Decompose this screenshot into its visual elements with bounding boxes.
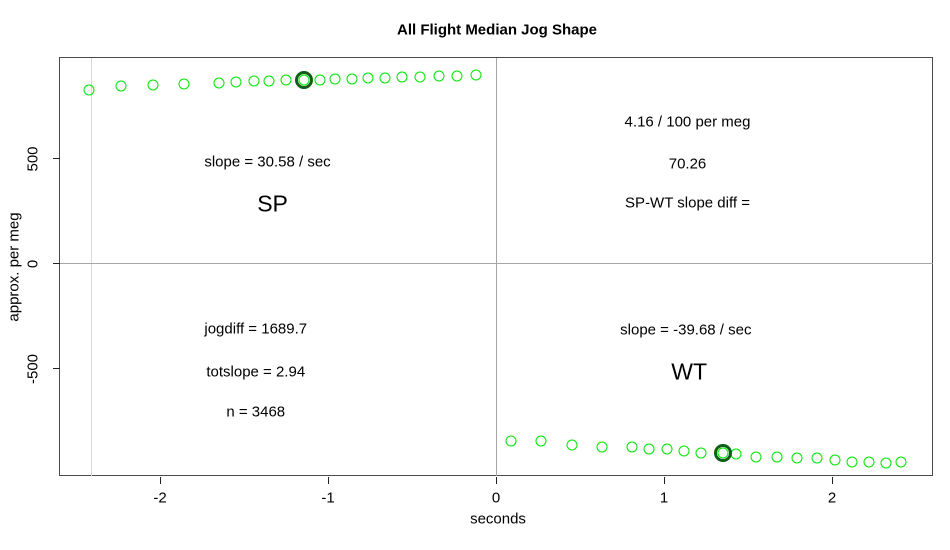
annotation-jogdiff: jogdiff = 1689.7 (204, 320, 308, 338)
data-point-sp (470, 69, 482, 81)
annotation-wt-label: WT (671, 358, 708, 385)
x-axis-tick (327, 477, 329, 484)
data-point-wt (566, 439, 578, 451)
x-axis-label: seconds (470, 510, 526, 528)
reference-line-vertical (90, 58, 92, 476)
annotation-n-count: n = 3468 (226, 403, 286, 421)
data-point-sp (178, 78, 190, 90)
x-axis-tick-label: 2 (827, 489, 837, 507)
data-point-wt (535, 435, 547, 447)
highlight-ring-wt (713, 444, 732, 463)
data-point-sp (115, 80, 127, 92)
data-point-sp (329, 73, 341, 85)
data-point-sp (147, 79, 159, 91)
annotation-sp-slope: slope = 30.58 / sec (204, 153, 331, 171)
reference-line-horizontal (60, 263, 933, 264)
data-point-wt (811, 452, 823, 464)
data-point-wt (880, 457, 892, 469)
data-point-wt (678, 445, 690, 457)
y-axis-tick-label: 500 (24, 145, 42, 172)
x-axis-tick-label: -2 (153, 489, 167, 507)
data-point-wt (791, 452, 803, 464)
y-axis-tick (53, 158, 60, 159)
data-point-wt (750, 451, 762, 463)
y-axis-tick (53, 368, 60, 369)
x-axis-tick (495, 477, 497, 484)
annotation-totslope: totslope = 2.94 (206, 363, 306, 381)
data-point-sp (433, 70, 445, 82)
data-point-wt (829, 454, 841, 466)
data-point-sp (451, 70, 463, 82)
data-point-wt (695, 447, 707, 459)
data-point-sp (362, 72, 374, 84)
annotation-slope-diff-value: 70.26 (668, 155, 707, 173)
data-point-sp (213, 77, 225, 89)
annotation-sp-label: SP (257, 190, 288, 217)
data-point-sp (230, 76, 242, 88)
data-point-wt (730, 448, 742, 460)
data-point-wt (661, 443, 673, 455)
y-axis-tick-label: 0 (24, 259, 42, 268)
x-axis-tick (831, 477, 833, 484)
data-point-wt (771, 451, 783, 463)
data-point-sp (379, 72, 391, 84)
y-axis-tick-label: -500 (24, 353, 42, 384)
data-point-sp (248, 75, 260, 87)
data-point-sp (314, 74, 326, 86)
data-point-wt (846, 456, 858, 468)
annotation-rate-per-meg: 4.16 / 100 per meg (624, 113, 751, 131)
data-point-sp (414, 71, 426, 83)
x-axis-tick (159, 477, 161, 484)
annotation-wt-slope: slope = -39.68 / sec (620, 321, 752, 339)
highlight-ring-sp (295, 71, 314, 90)
data-point-sp (396, 71, 408, 83)
data-point-wt (505, 435, 517, 447)
data-point-sp (263, 75, 275, 87)
x-axis-tick-label: -1 (321, 489, 335, 507)
x-axis-tick-label: 1 (659, 489, 669, 507)
annotation-slope-diff-label: SP-WT slope diff = (625, 194, 750, 212)
data-point-sp (280, 74, 292, 86)
data-point-wt (596, 441, 608, 453)
chart-title: All Flight Median Jog Shape (396, 21, 598, 39)
x-axis-tick-label: 0 (491, 489, 501, 507)
reference-line-vertical (495, 58, 497, 476)
x-axis-tick (663, 477, 665, 484)
data-point-wt (895, 456, 907, 468)
data-point-wt (863, 456, 875, 468)
data-point-wt (643, 443, 655, 455)
data-point-sp (346, 73, 358, 85)
data-point-sp (83, 84, 95, 96)
data-point-wt (626, 441, 638, 453)
y-axis-tick (53, 263, 60, 264)
